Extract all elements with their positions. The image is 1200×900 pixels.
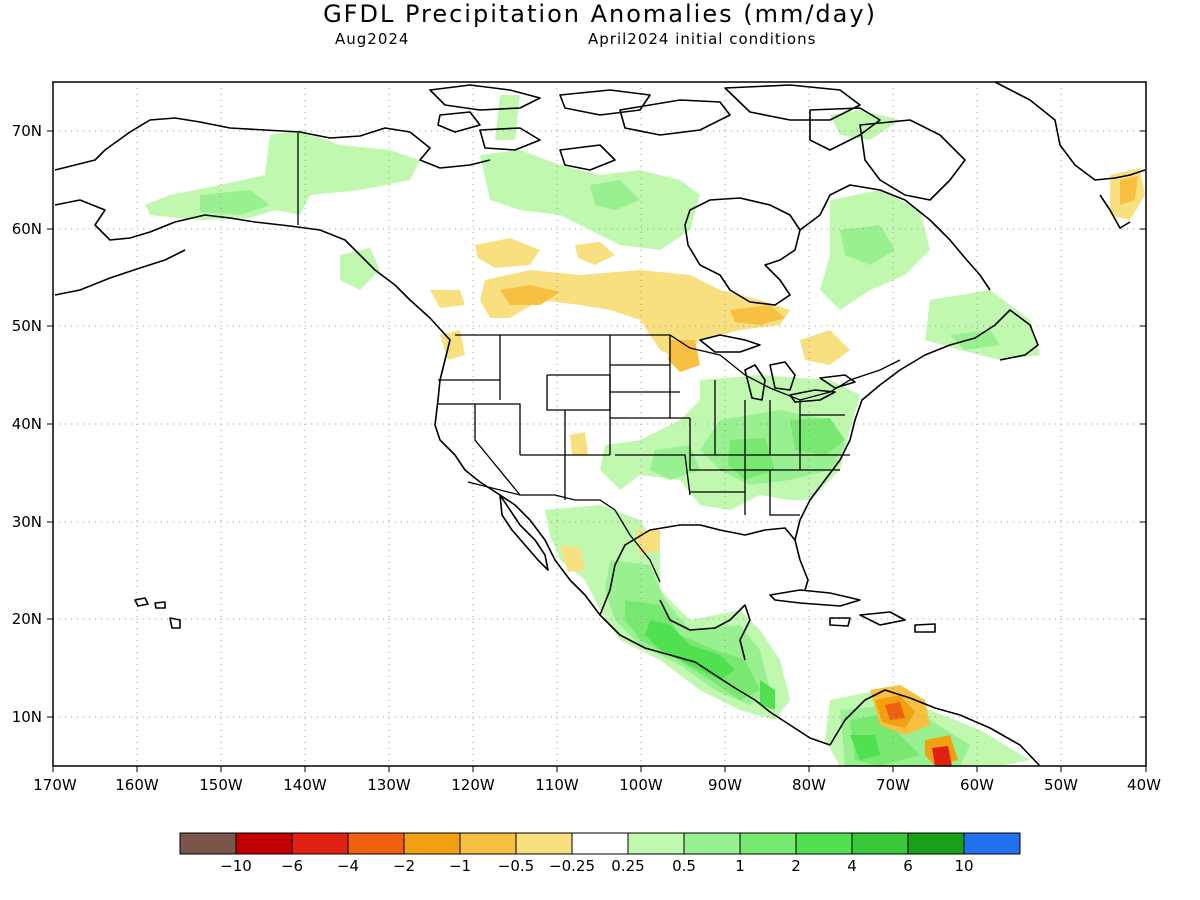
lon-label: 80W — [792, 776, 826, 794]
political-borders — [297, 133, 901, 583]
colorbar-label: 0.5 — [672, 857, 696, 875]
colorbar-label: 6 — [903, 857, 913, 875]
lat-label: 30N — [12, 513, 42, 531]
valid-month: Aug2024 — [335, 30, 410, 48]
anomaly-shading — [145, 95, 1145, 766]
colorbar-swatch — [515, 832, 573, 855]
initial-conditions: April2024 initial conditions — [588, 30, 817, 48]
colorbar-swatch — [347, 832, 405, 855]
lon-label: 160W — [115, 776, 159, 794]
colorbar-swatch — [907, 832, 965, 855]
axis-ticks — [47, 130, 1147, 772]
lat-label: 40N — [12, 415, 42, 433]
lon-label: 120W — [451, 776, 495, 794]
colorbar-label: −0.25 — [549, 857, 595, 875]
colorbar-label: −0.5 — [497, 857, 535, 875]
latitude-labels: 10N 20N 30N 40N 50N 60N 70N — [12, 122, 42, 726]
colorbar — [179, 832, 1021, 855]
colorbar-label: −10 — [220, 857, 252, 875]
colorbar-label: 4 — [847, 857, 857, 875]
lat-label: 70N — [12, 122, 42, 140]
longitude-labels: 170W 160W 150W 140W 130W 120W 110W 100W … — [33, 776, 1161, 794]
colorbar-label: −1 — [448, 857, 472, 875]
lat-label: 10N — [12, 708, 42, 726]
lat-label: 50N — [12, 317, 42, 335]
lon-label: 110W — [535, 776, 579, 794]
lon-label: 50W — [1044, 776, 1078, 794]
lon-label: 170W — [33, 776, 77, 794]
lon-label: 90W — [708, 776, 742, 794]
lon-label: 70W — [876, 776, 910, 794]
colorbar-label: 0.25 — [611, 857, 645, 875]
lon-label: 130W — [367, 776, 411, 794]
lon-label: 100W — [619, 776, 663, 794]
colorbar-swatch — [851, 832, 909, 855]
colorbar-label: −2 — [392, 857, 416, 875]
colorbar-swatch — [683, 832, 741, 855]
colorbar-swatch — [291, 832, 349, 855]
lon-label: 40W — [1127, 776, 1161, 794]
colorbar-label: 2 — [791, 857, 801, 875]
wet-very-strong-areas — [645, 620, 880, 760]
lon-label: 140W — [283, 776, 327, 794]
lat-label: 60N — [12, 220, 42, 238]
colorbar-label: 1 — [735, 857, 745, 875]
colorbar-label: −6 — [280, 857, 304, 875]
lon-label: 150W — [199, 776, 243, 794]
colorbar-swatch — [795, 832, 853, 855]
colorbar-swatch — [403, 832, 461, 855]
colorbar-swatch — [235, 832, 293, 855]
lat-label: 20N — [12, 610, 42, 628]
colorbar-swatch — [963, 832, 1021, 855]
page-title: GFDL Precipitation Anomalies (mm/day) — [323, 0, 877, 28]
colorbar-swatch — [571, 832, 629, 855]
dry-very-strong-areas — [885, 702, 952, 766]
colorbar-label: −4 — [336, 857, 360, 875]
coastlines — [54, 82, 1146, 766]
colorbar-label: 10 — [954, 857, 974, 875]
lon-label: 60W — [960, 776, 994, 794]
grid-lines — [53, 82, 1146, 766]
colorbar-swatch — [739, 832, 797, 855]
colorbar-swatch — [459, 832, 517, 855]
colorbar-swatch — [179, 832, 237, 855]
colorbar-swatch — [627, 832, 685, 855]
